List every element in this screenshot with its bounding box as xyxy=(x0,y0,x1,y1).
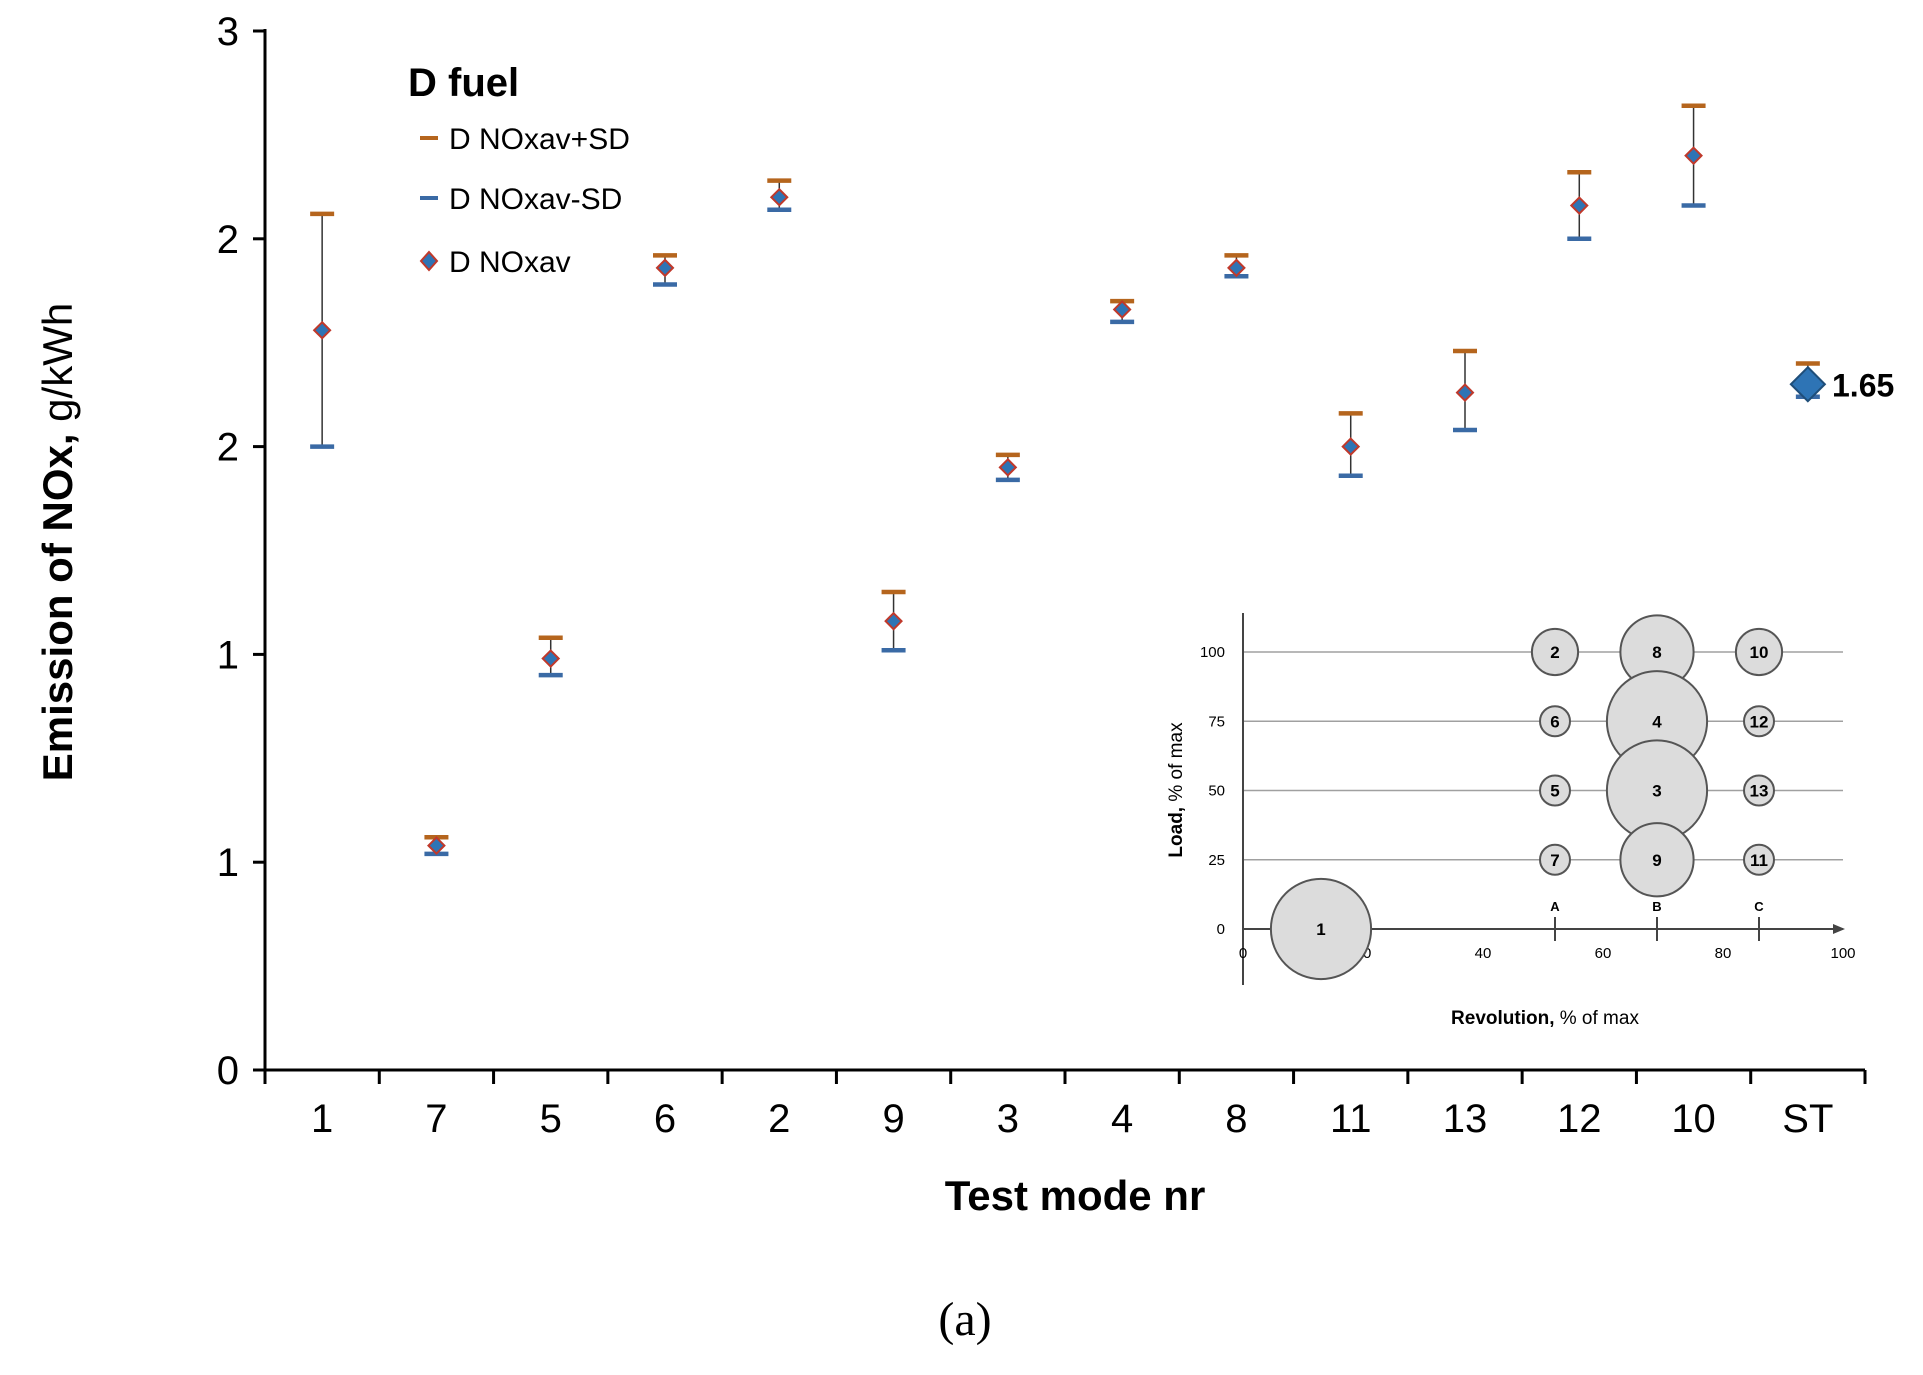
average-marker xyxy=(998,457,1018,477)
x-tick-label: 7 xyxy=(425,1097,447,1141)
inset-mode-bubble xyxy=(1539,705,1571,738)
legend-label-average: D NOxav xyxy=(449,246,571,279)
y-axis-ticks: 0 1 1 2 2 3 xyxy=(217,10,265,1093)
inset-mode-label: 2 xyxy=(1550,643,1559,662)
inset-x-arrow xyxy=(1833,924,1845,934)
average-marker-st xyxy=(1789,365,1827,403)
inset-mode-label: 3 xyxy=(1652,782,1661,801)
inset-x-tick-label: 80 xyxy=(1715,945,1732,962)
x-tick-label: 4 xyxy=(1111,1097,1133,1141)
inset-mode-label: 12 xyxy=(1750,712,1769,731)
average-marker xyxy=(884,611,903,631)
average-marker xyxy=(1227,258,1246,278)
inset-x-tick-label: 40 xyxy=(1475,945,1492,962)
x-tick-label: 13 xyxy=(1443,1097,1488,1141)
inset-y-title-unit: % of max xyxy=(1166,722,1187,807)
st-value-annotation: 1.65 xyxy=(1832,367,1894,403)
inset-mode-label: 7 xyxy=(1550,851,1559,870)
x-tick-label: 3 xyxy=(997,1097,1019,1141)
inset-mode-bubble xyxy=(1734,627,1784,677)
inset-speed-label: C xyxy=(1754,899,1764,914)
inset-mode-label: 9 xyxy=(1652,851,1661,870)
inset-mode-label: 13 xyxy=(1750,782,1769,801)
legend-average-marker xyxy=(419,250,439,272)
inset-x-tick-label: 0 xyxy=(1239,945,1247,962)
y-tick-label: 1 xyxy=(217,841,239,885)
y-tick-label: 2 xyxy=(217,426,239,470)
inset-mode-bubble xyxy=(1269,877,1373,981)
inset-mode-label: 5 xyxy=(1550,782,1559,801)
inset-mode-label: 11 xyxy=(1750,851,1768,870)
inset-y-tick-label: 50 xyxy=(1208,783,1225,800)
inset-y-title-main: Load, xyxy=(1166,807,1187,858)
x-axis-ticks: 1 7 5 6 2 9 3 4 8 11 13 12 10 ST xyxy=(263,1070,1867,1141)
average-marker xyxy=(769,187,789,207)
average-marker xyxy=(655,258,675,278)
inset-mode-bubble xyxy=(1743,705,1775,738)
inset-x-tick-label: 60 xyxy=(1595,945,1612,962)
inset-speed-label: A xyxy=(1550,899,1560,914)
y-tick-label: 2 xyxy=(217,218,239,262)
x-tick-label: 11 xyxy=(1330,1097,1372,1141)
average-marker xyxy=(1569,196,1589,215)
average-marker xyxy=(312,320,332,340)
test-cycle-inset: 0255075100020406080100ABC 12810641253137… xyxy=(1166,613,1856,1029)
x-tick-label: 9 xyxy=(882,1097,904,1141)
figure-caption: (a) xyxy=(938,1293,991,1346)
inset-gridlines xyxy=(1243,651,1843,861)
y-tick-label: 3 xyxy=(217,10,239,54)
inset-y-tick-label: 25 xyxy=(1208,852,1225,869)
inset-mode-bubble xyxy=(1743,774,1775,807)
x-tick-label: 5 xyxy=(540,1097,562,1141)
inset-mode-label: 6 xyxy=(1550,712,1559,731)
average-marker xyxy=(1112,300,1132,319)
average-marker xyxy=(1684,146,1703,166)
y-axis-title: Emission of NOx, g/kWh xyxy=(34,303,81,781)
legend-label-plus-sd: D NOxav+SD xyxy=(449,123,630,156)
inset-bubbles: 12 8 106 4 125 3 137 9 11 xyxy=(1269,614,1784,981)
inset-mode-label: 1 xyxy=(1316,920,1325,939)
y-axis-title-unit: g/kWh xyxy=(34,303,81,434)
x-tick-label: 8 xyxy=(1225,1097,1247,1141)
legend-label-minus-sd: D NOxav-SD xyxy=(449,183,622,216)
inset-mode-bubble xyxy=(1743,843,1775,876)
x-tick-label: 2 xyxy=(768,1097,790,1141)
legend: D fuel D NOxav+SD D NOxav-SD D NOxav xyxy=(408,61,630,279)
inset-mode-bubble xyxy=(1530,627,1580,677)
inset-x-tick-label: 100 xyxy=(1830,945,1855,962)
x-tick-label: 6 xyxy=(654,1097,676,1141)
inset-x-axis-title: Revolution, % of max xyxy=(1451,1008,1639,1029)
inset-y-axis-title: Load, % of max xyxy=(1166,722,1187,858)
inset-y-tick-label: 0 xyxy=(1217,921,1225,938)
x-axis-title: Test mode nr xyxy=(945,1172,1206,1219)
inset-mode-label: 4 xyxy=(1652,712,1662,731)
average-marker xyxy=(1341,437,1361,457)
x-tick-label: 12 xyxy=(1557,1097,1602,1141)
x-tick-label: ST xyxy=(1782,1097,1833,1141)
average-marker xyxy=(427,836,446,855)
legend-title: D fuel xyxy=(408,61,519,105)
x-tick-label: 1 xyxy=(311,1097,333,1141)
data-marks xyxy=(310,103,1827,857)
inset-speed-label: B xyxy=(1652,899,1661,914)
inset-mode-bubble xyxy=(1539,843,1571,876)
inset-x-title-unit: % of max xyxy=(1554,1008,1639,1029)
inset-mode-bubble xyxy=(1539,774,1571,807)
inset-mode-label: 10 xyxy=(1750,643,1769,662)
y-tick-label: 0 xyxy=(217,1049,239,1093)
inset-x-title-main: Revolution, xyxy=(1451,1008,1554,1029)
inset-mode-label: 8 xyxy=(1652,643,1661,662)
inset-y-tick-label: 100 xyxy=(1200,644,1225,661)
inset-mode-bubble xyxy=(1619,822,1695,898)
inset-y-tick-label: 75 xyxy=(1208,713,1225,730)
y-axis-title-main: Emission of NOx, xyxy=(34,433,81,781)
y-tick-label: 1 xyxy=(217,633,239,677)
average-marker xyxy=(541,649,561,668)
average-marker xyxy=(1455,383,1475,402)
x-tick-label: 10 xyxy=(1671,1097,1716,1141)
